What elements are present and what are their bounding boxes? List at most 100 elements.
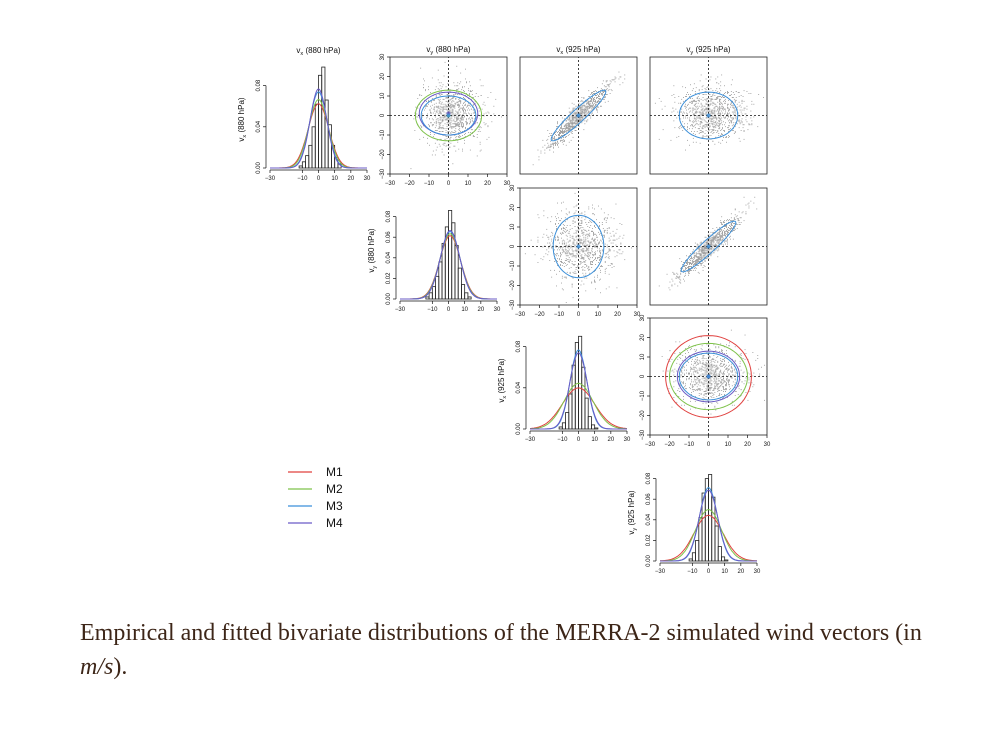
scatter-point (565, 302, 567, 303)
scatter-point (730, 114, 731, 116)
scatter-point (715, 237, 717, 239)
scatter-point (593, 233, 594, 235)
scatter-point (726, 344, 727, 346)
scatter-point (590, 105, 592, 107)
scatter-point (726, 240, 727, 242)
scatter-point (660, 100, 662, 102)
scatter-point (675, 108, 677, 110)
scatter-point (577, 226, 579, 227)
scatter-point (694, 91, 696, 92)
scatter-point (695, 246, 697, 248)
scatter-point (681, 108, 683, 110)
scatter-point (692, 262, 694, 263)
scatter-point (713, 93, 715, 94)
scatter-point (682, 130, 684, 131)
scatter-point (446, 94, 448, 95)
scatter-point (615, 77, 617, 79)
scatter-point (551, 246, 553, 248)
scatter-point (727, 93, 728, 94)
scatter-point (593, 231, 594, 233)
hist-bar (464, 292, 469, 300)
scatter-point (582, 118, 584, 120)
scatter-point (709, 237, 711, 239)
scatter-point (563, 243, 565, 245)
scatter-point (715, 122, 717, 124)
scatter-point (684, 275, 685, 277)
scatter-point (727, 228, 728, 230)
scatter-point (714, 366, 716, 368)
scatter-point (563, 126, 565, 128)
scatter-point (716, 97, 718, 98)
scatter-point (730, 94, 732, 95)
scatter-point (590, 242, 592, 244)
scatter-point (596, 95, 597, 96)
scatter-point (694, 93, 696, 94)
scatter-point (693, 83, 695, 85)
scatter-point (588, 246, 590, 248)
scatter-point (434, 127, 436, 129)
hist-bar (568, 393, 573, 430)
scatter-point (597, 257, 598, 259)
scatter-point (661, 108, 663, 110)
scatter-y-tick-label-wrap: 30 (380, 53, 386, 60)
scatter-point (594, 98, 595, 100)
scatter-point (567, 125, 569, 127)
scatter-point (554, 138, 555, 140)
scatter-point (546, 234, 548, 236)
scatter-point (728, 229, 729, 231)
scatter-point (716, 119, 718, 121)
scatter-point (575, 119, 577, 121)
scatter-y-tick-label-wrap: −10 (510, 260, 516, 271)
scatter-point (709, 104, 711, 106)
scatter-point (581, 111, 583, 113)
scatter-point (565, 242, 567, 244)
scatter-point (459, 124, 461, 126)
scatter-point (744, 113, 746, 115)
scatter-point (733, 133, 735, 134)
scatter-point (694, 103, 696, 105)
scatter-point (576, 109, 578, 111)
scatter-point (695, 267, 697, 269)
scatter-point (726, 227, 727, 228)
scatter-point (442, 125, 444, 127)
scatter-point (573, 255, 575, 257)
scatter-point (696, 246, 698, 248)
hist-bar (594, 427, 599, 430)
scatter-point (459, 135, 461, 136)
scatter-point (544, 149, 546, 151)
scatter-point (585, 111, 587, 113)
scatter-point (594, 233, 595, 235)
scatter-point (724, 226, 725, 227)
scatter-point (443, 116, 445, 118)
scatter-point (587, 112, 589, 114)
scatter-point (447, 118, 449, 120)
scatter-point (569, 234, 571, 236)
scatter-point (718, 395, 720, 396)
hist-y-tick-label-wrap: 0.06 (386, 231, 392, 243)
scatter-point (561, 131, 563, 132)
scatter-point (447, 76, 449, 78)
scatter-point (438, 92, 440, 93)
scatter-point (715, 116, 717, 118)
hist-y-tick-label-wrap: 0.04 (646, 513, 652, 525)
scatter-point (581, 256, 583, 258)
scatter-point (725, 240, 726, 242)
scatter-point (588, 100, 590, 102)
scatter-point (468, 107, 469, 109)
scatter-point (583, 236, 585, 238)
scatter-point (718, 128, 720, 130)
scatter-point (682, 113, 684, 115)
scatter-point (717, 76, 719, 78)
scatter-point (564, 252, 566, 254)
scatter-point (562, 229, 564, 231)
scatter-point (706, 247, 708, 249)
scatter-point (703, 247, 705, 249)
scatter-point (691, 100, 693, 102)
scatter-point (712, 126, 714, 128)
scatter-point (699, 124, 701, 126)
scatter-point (600, 292, 601, 294)
scatter-point (591, 98, 593, 100)
scatter-point (703, 94, 705, 95)
scatter-point (475, 117, 477, 119)
scatter-point (714, 124, 716, 126)
